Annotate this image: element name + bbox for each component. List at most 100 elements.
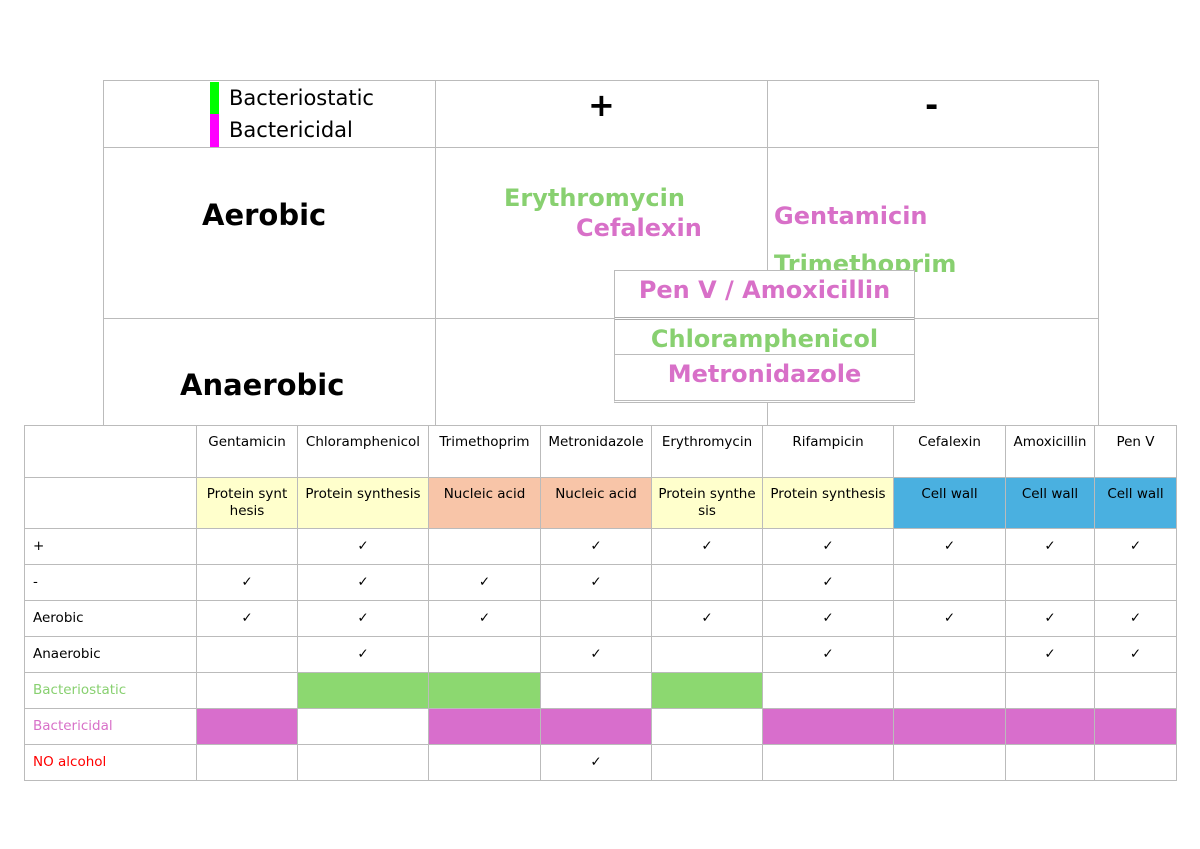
drug-header: Amoxicillin [1005,425,1095,478]
empty-cell [762,672,894,709]
check-icon: ✓ [651,600,763,637]
check-icon: ✓ [540,528,652,565]
bactericidal-fill [540,708,652,745]
bactericidal-fill [1005,708,1095,745]
no-alcohol-row: NO alcohol ✓ [24,744,1177,781]
empty-cell [297,708,429,745]
check-icon: ✓ [297,564,429,601]
corner-cell [24,425,197,478]
bacteriostatic-fill [651,672,763,709]
legend-bactericidal: Bactericidal [229,118,353,142]
bacteriostatic-fill [428,672,541,709]
empty-cell [428,636,541,673]
drug-header: Metronidazole [540,425,652,478]
empty-cell [540,672,652,709]
check-icon: ✓ [540,564,652,601]
check-icon: ✓ [297,528,429,565]
check-icon: ✓ [540,744,652,781]
check-icon: ✓ [196,600,298,637]
empty-cell [1094,672,1177,709]
drug-gentamicin: Gentamicin [774,202,928,230]
drug-header: Chloramphenicol [297,425,429,478]
bactericidal-fill [893,708,1006,745]
anaerobic-label: Anaerobic [180,368,345,402]
check-icon: ✓ [428,600,541,637]
empty-cell [1005,744,1095,781]
empty-cell [297,744,429,781]
empty-cell [893,636,1006,673]
check-row: + ✓ ✓ ✓ ✓ ✓ ✓ ✓ [24,528,1177,565]
drug-header: Cefalexin [893,425,1006,478]
check-icon: ✓ [297,600,429,637]
check-icon: ✓ [893,528,1006,565]
check-icon: ✓ [762,600,894,637]
bactericidal-fill [762,708,894,745]
drug-header: Erythromycin [651,425,763,478]
bactericidal-row: Bactericidal [24,708,1177,745]
empty-cell [540,600,652,637]
check-icon: ✓ [540,636,652,673]
check-icon: ✓ [762,636,894,673]
antibiotic-table: Gentamicin Chloramphenicol Trimethoprim Met… [24,425,1177,781]
mechanism-row: Protein synthesis Protein synthesis Nuclei… [24,477,1177,529]
drug-cefalexin: Cefalexin [576,214,702,242]
drug-erythromycin: Erythromycin [504,184,685,212]
row-label: Bactericidal [24,708,197,745]
empty-cell [196,672,298,709]
bactericidal-fill [1094,708,1177,745]
check-icon: ✓ [893,600,1006,637]
check-icon: ✓ [1094,528,1177,565]
overlay-box: Pen V / Amoxicillin Chloramphenicol Metr… [614,270,915,403]
empty-cell [196,744,298,781]
header-row: Gentamicin Chloramphenicol Trimethoprim Met… [24,425,1177,478]
check-icon: ✓ [762,528,894,565]
legend-bacteriostatic: Bacteriostatic [229,86,374,110]
empty-cell [1094,564,1177,601]
mechanism-cell: Nucleic acid [540,477,652,529]
empty-cell [651,708,763,745]
mechanism-cell: Protein synthesis [762,477,894,529]
mechanism-cell: Cell wall [893,477,1006,529]
empty-cell [762,744,894,781]
empty-cell [651,744,763,781]
drug-header: Rifampicin [762,425,894,478]
check-icon: ✓ [651,528,763,565]
bactericidal-fill [196,708,298,745]
bactericidal-fill [428,708,541,745]
check-row: Anaerobic ✓ ✓ ✓ ✓ ✓ [24,636,1177,673]
empty-cell [651,564,763,601]
check-icon: ✓ [1005,600,1095,637]
check-icon: ✓ [428,564,541,601]
row-label: + [24,528,197,565]
check-row: - ✓ ✓ ✓ ✓ ✓ [24,564,1177,601]
check-icon: ✓ [1094,600,1177,637]
row-label: - [24,564,197,601]
mechanism-cell: Nucleic acid [428,477,541,529]
gram-positive-header: + [588,86,615,124]
mechanism-cell: Protein synthesis [651,477,763,529]
bactericidal-swatch [210,114,219,147]
row-label: NO alcohol [24,744,197,781]
drug-header: Trimethoprim [428,425,541,478]
empty-cell [893,672,1006,709]
check-row: Aerobic ✓ ✓ ✓ ✓ ✓ ✓ ✓ ✓ [24,600,1177,637]
row-label [24,477,197,529]
drug-header: Pen V [1094,425,1177,478]
row-label: Aerobic [24,600,197,637]
check-icon: ✓ [297,636,429,673]
aerobic-label: Aerobic [202,198,327,232]
gram-negative-header: - [925,86,939,124]
mechanism-cell: Protein synthesis [297,477,429,529]
empty-cell [428,528,541,565]
check-icon: ✓ [1094,636,1177,673]
drug-chloramphenicol: Chloramphenicol [650,325,879,353]
row-label: Bacteriostatic [24,672,197,709]
empty-cell [893,564,1006,601]
bacteriostatic-swatch [210,82,219,114]
empty-cell [1005,564,1095,601]
mechanism-cell: Cell wall [1094,477,1177,529]
empty-cell [1005,672,1095,709]
empty-cell [428,744,541,781]
mechanism-cell: Cell wall [1005,477,1095,529]
row-label: Anaerobic [24,636,197,673]
